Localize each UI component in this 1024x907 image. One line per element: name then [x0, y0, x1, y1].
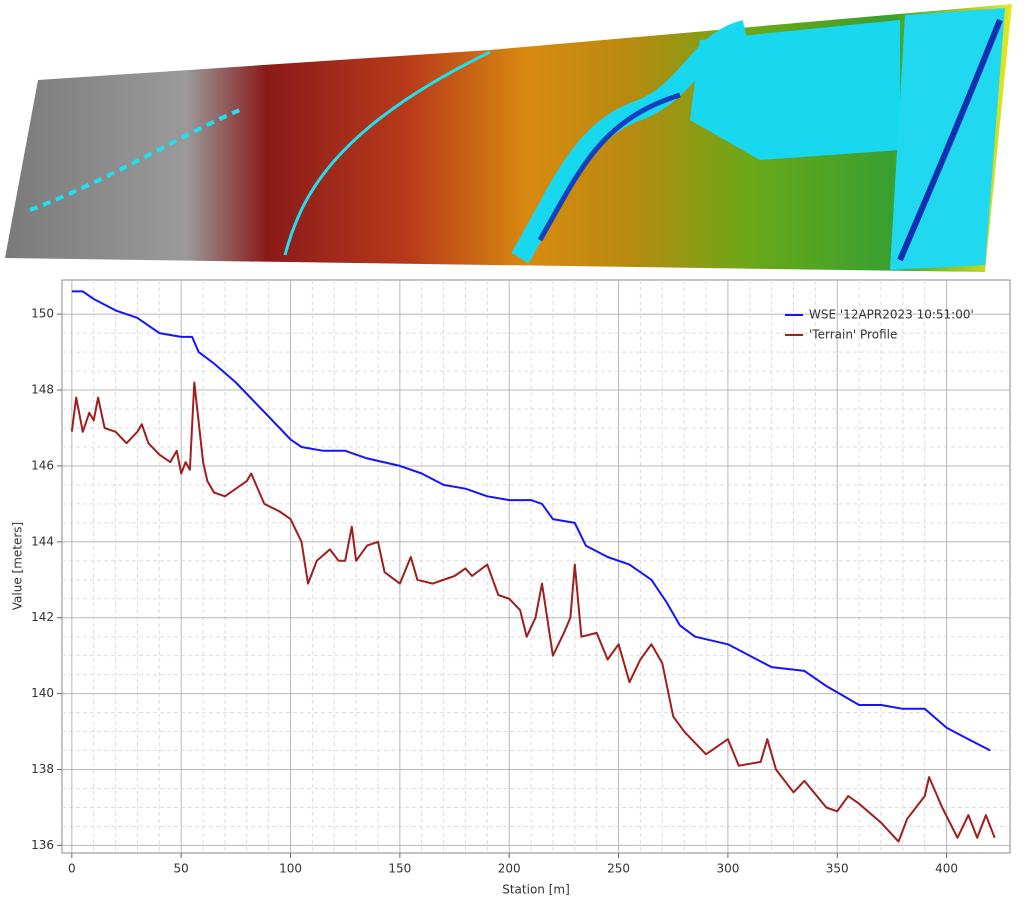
legend-label: WSE '12APR2023 10:51:00'	[809, 308, 974, 322]
major-grid: 0 50 100 150 200 250 300 350 400 136 138 140 142 144 1…	[31, 280, 1010, 876]
x-tick-label: 0	[68, 862, 76, 876]
labels: Station [m] Value [meters]	[11, 522, 570, 897]
x-tick-label: 100	[279, 862, 302, 876]
y-tick-label: 136	[31, 838, 54, 852]
y-tick-label: 138	[31, 762, 54, 776]
x-tick-label: 200	[498, 862, 521, 876]
y-tick-label: 142	[31, 610, 54, 624]
series-line	[71, 290, 991, 752]
x-tick-label: 350	[826, 862, 849, 876]
legend-label: 'Terrain' Profile	[809, 328, 897, 342]
x-tick-label: 250	[607, 862, 630, 876]
plot-frame	[61, 279, 1011, 854]
y-tick-label: 144	[31, 534, 54, 548]
y-tick-label: 150	[31, 307, 54, 321]
minor-grid	[62, 280, 1010, 853]
x-tick-label: 400	[935, 862, 958, 876]
terrain-map	[5, 4, 1012, 272]
y-tick-label: 140	[31, 686, 54, 700]
y-axis-label: Value [meters]	[11, 522, 25, 610]
x-tick-label: 50	[174, 862, 189, 876]
y-tick-label: 148	[31, 383, 54, 397]
x-tick-label: 150	[388, 862, 411, 876]
series-line	[70, 381, 996, 843]
x-axis-label: Station [m]	[502, 883, 570, 897]
plot-lines: WSE '12APR2023 10:51:00' 'Terrain' Profil…	[70, 290, 996, 843]
y-tick-label: 146	[31, 458, 54, 472]
x-tick-label: 300	[716, 862, 739, 876]
